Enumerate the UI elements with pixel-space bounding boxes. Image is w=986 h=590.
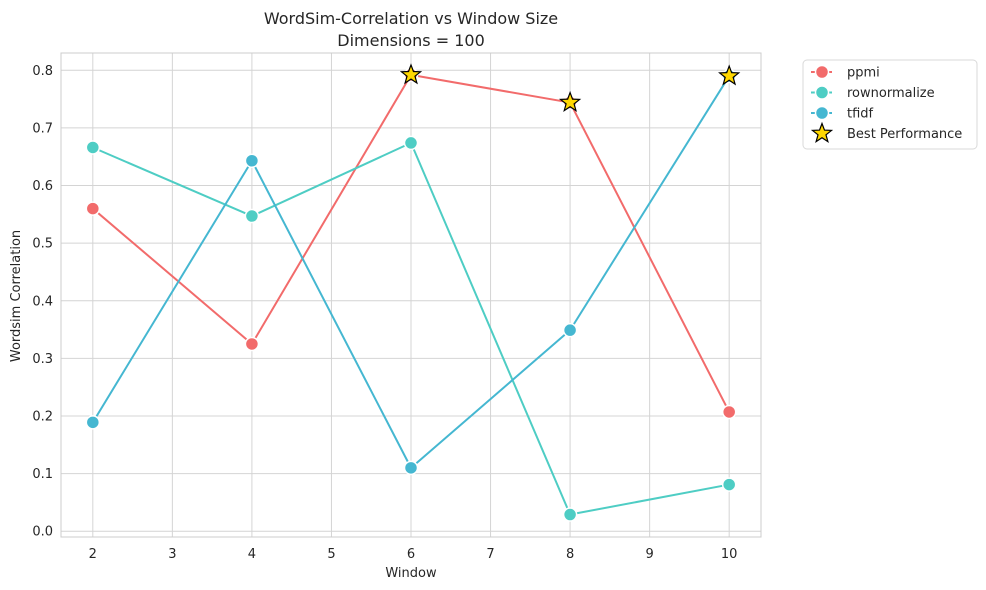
chart-subtitle: Dimensions = 100 xyxy=(337,31,485,50)
tfidf-point xyxy=(85,415,101,430)
x-tick-label: 7 xyxy=(486,547,494,562)
legend-box xyxy=(802,59,978,150)
x-tick-label: 10 xyxy=(721,547,738,562)
tfidf-point xyxy=(244,153,260,168)
legend-ppmi-marker xyxy=(814,64,830,80)
tfidf-point xyxy=(562,322,578,338)
x-tick-label: 5 xyxy=(327,547,335,562)
chart-title: WordSim-Correlation vs Window Size xyxy=(264,9,558,28)
y-tick-label: 0.8 xyxy=(32,64,53,79)
x-tick-label: 9 xyxy=(645,547,653,562)
plot-area-frame xyxy=(60,52,762,538)
legend-best-performance-star xyxy=(810,121,834,143)
rownormalize-point xyxy=(85,140,101,155)
axis-ticks: 2 3 4 5 6 7 8 9 10 0.0 0.1 0.2 0.3 0.4 0.5 0.6 0.7 0.8 xyxy=(32,64,737,562)
y-tick-label: 0.5 xyxy=(32,237,53,252)
y-tick-label: 0.2 xyxy=(32,410,53,425)
rownormalize-point xyxy=(244,208,260,224)
x-axis-title: Window xyxy=(385,566,437,581)
x-tick-label: 4 xyxy=(248,547,256,562)
rownormalize-point xyxy=(403,135,419,151)
legend-rownormalize-marker xyxy=(814,85,830,100)
x-tick-label: 8 xyxy=(566,547,574,562)
best-performance-star xyxy=(558,90,582,113)
y-tick-label: 0.4 xyxy=(32,294,53,309)
y-tick-label: 0.6 xyxy=(32,179,53,194)
y-tick-label: 0.0 xyxy=(32,525,53,540)
ppmi-point xyxy=(721,404,737,420)
tfidf-point xyxy=(403,460,419,476)
x-tick-label: 6 xyxy=(407,547,415,562)
y-tick-label: 0.3 xyxy=(32,352,53,367)
rownormalize-point xyxy=(562,507,578,522)
ppmi-point xyxy=(244,336,260,352)
legend-best-performance-label: Best Performance xyxy=(847,127,962,142)
y-tick-label: 0.7 xyxy=(32,121,53,136)
y-axis-title: Wordsim Correlation xyxy=(9,230,24,362)
legend-ppmi-label: ppmi xyxy=(847,66,880,81)
legend-rownormalize-label: rownormalize xyxy=(847,86,935,101)
y-tick-label: 0.1 xyxy=(32,467,53,482)
legend-tfidf-label: tfidf xyxy=(847,107,874,122)
rownormalize-point xyxy=(721,477,737,492)
x-tick-label: 3 xyxy=(168,547,176,562)
best-performance-star xyxy=(399,63,423,85)
legend-tfidf-marker xyxy=(814,105,830,121)
legend: ppmi rownormalize tfidf Best Performance xyxy=(802,59,978,150)
best-performance-markers xyxy=(399,63,741,113)
best-performance-star xyxy=(718,64,741,86)
ppmi-point xyxy=(85,201,101,216)
x-tick-label: 2 xyxy=(89,547,97,562)
